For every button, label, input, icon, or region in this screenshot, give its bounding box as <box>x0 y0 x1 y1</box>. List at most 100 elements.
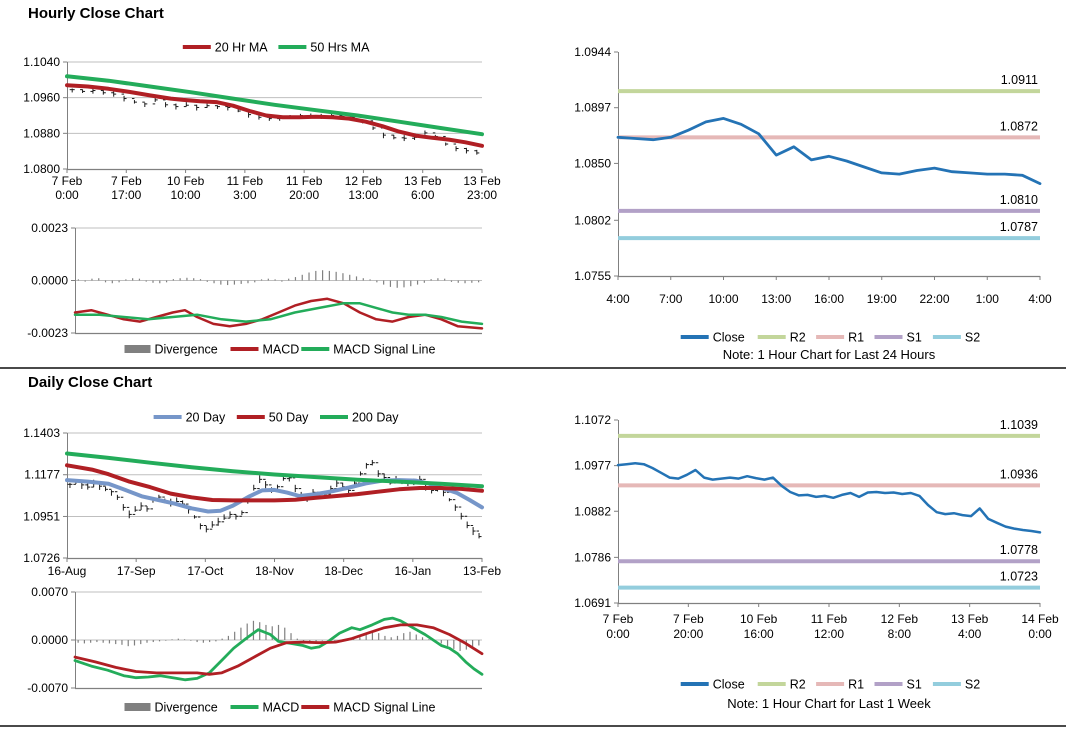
x-tick-label: 12 Feb <box>345 174 383 188</box>
y-tick-label: 1.0880 <box>23 126 60 140</box>
legend-label: R2 <box>790 678 806 692</box>
x-tick-label: 10:00 <box>708 292 738 306</box>
s1-series: 1.0778 <box>618 543 1040 564</box>
r2-value-label: 1.1039 <box>1000 418 1038 432</box>
20-day-series <box>65 478 484 514</box>
y-tick-label: 1.0726 <box>23 551 60 565</box>
y-tick-label: 1.1072 <box>574 413 611 427</box>
x-tick-label: 16-Aug <box>48 564 87 578</box>
x-tick-label: 13:00 <box>761 292 791 306</box>
close-series <box>616 461 1042 534</box>
legend-item-close: Close <box>680 678 745 692</box>
weekly_pivot-legend: Close R2 R1 S1 S2 <box>680 678 980 692</box>
x-tick-label: 14 Feb <box>1021 612 1059 626</box>
legend-label: R1 <box>848 331 864 345</box>
y-tick-label: 1.0691 <box>574 596 611 610</box>
hourly_pivot-x-axis: 4:00 7:00 10:00 13:00 16:00 19:00 22:00 1:00 4:0… <box>606 276 1052 306</box>
legend-item-macd: MACD <box>230 701 299 715</box>
legend-label: 20 Day <box>186 411 226 425</box>
50-hrs-ma-series <box>65 74 484 137</box>
y-tick-label: 1.0960 <box>23 91 60 105</box>
x-tick-label: 18-Dec <box>324 564 363 578</box>
legend-label: Close <box>713 678 745 692</box>
daily-macd-chart: 0.0070 0.0000 -0.0070 Divergence MACD MACD Si… <box>27 585 484 715</box>
divergence-series <box>77 270 480 288</box>
hourly_pivot-y-axis: 1.0944 1.0897 1.0850 1.0802 1.0755 <box>574 45 1040 283</box>
x-tick-label: 0:00 <box>606 627 630 641</box>
hourly_price-y-axis: 1.1040 1.0960 1.0880 1.0800 <box>23 55 482 176</box>
x-tick-label: 17:00 <box>111 188 141 202</box>
daily-section-title: Daily Close Chart <box>28 374 153 391</box>
y-tick-label: -0.0070 <box>27 681 68 695</box>
legend-label: MACD Signal Line <box>333 343 435 357</box>
y-tick-label: 1.0882 <box>574 504 611 518</box>
x-tick-label: 12 Feb <box>881 612 919 626</box>
x-tick-label: 4:00 <box>606 292 630 306</box>
y-tick-label: 1.0944 <box>574 45 611 59</box>
x-tick-label: 19:00 <box>867 292 897 306</box>
x-tick-label: 7:00 <box>659 292 683 306</box>
legend-item-s2: S2 <box>932 331 980 345</box>
bottom-rule <box>0 725 1066 727</box>
hourly_macd-y-axis: 0.0023 0.0000 -0.0023 <box>27 221 482 340</box>
legend-item-divergence: Divergence <box>124 343 218 357</box>
y-tick-label: 1.0802 <box>574 213 611 227</box>
r2-series: 1.1039 <box>618 418 1040 438</box>
legend-item-200-day: 200 Day <box>320 411 399 425</box>
x-tick-label: 10:00 <box>171 188 201 202</box>
legend-item-s1: S1 <box>874 678 922 692</box>
y-tick-label: 1.0951 <box>23 509 60 523</box>
s2-value-label: 1.0723 <box>1000 570 1038 584</box>
x-tick-label: 23:00 <box>467 188 497 202</box>
x-tick-label: 13-Feb <box>463 564 501 578</box>
x-tick-label: 10 Feb <box>740 612 778 626</box>
r1-series: 1.0936 <box>618 467 1040 488</box>
x-tick-label: 20:00 <box>673 627 703 641</box>
legend-item-divergence: Divergence <box>124 701 218 715</box>
x-tick-label: 7 Feb <box>111 174 142 188</box>
y-tick-label: 1.1403 <box>23 426 60 440</box>
x-tick-label: 20:00 <box>289 188 319 202</box>
x-tick-label: 16:00 <box>814 292 844 306</box>
20-hr-ma-series <box>65 83 484 148</box>
x-tick-label: 11 Feb <box>227 174 264 188</box>
legend-label: S2 <box>965 678 980 692</box>
legend-item-macd-signal-line: MACD Signal Line <box>301 343 435 357</box>
x-tick-label: 11 Feb <box>811 612 848 626</box>
macd-signal-line-series <box>73 623 484 676</box>
legend-item-r2: R2 <box>757 678 806 692</box>
y-tick-label: 1.1177 <box>24 468 60 482</box>
legend-item-s2: S2 <box>932 678 980 692</box>
legend-item-50-hrs-ma: 50 Hrs MA <box>278 41 370 55</box>
x-tick-label: 4:00 <box>958 627 982 641</box>
r2-series: 1.0911 <box>618 73 1040 94</box>
x-tick-label: 13 Feb <box>951 612 989 626</box>
legend-item-20-hr-ma: 20 Hr MA <box>182 41 268 55</box>
x-tick-label: 10 Feb <box>167 174 205 188</box>
x-tick-label: 16-Jan <box>394 564 431 578</box>
x-tick-label: 18-Nov <box>255 564 294 578</box>
hourly-pivot-chart: 1.0944 1.0897 1.0850 1.0802 1.0755 4:00 7:00 10… <box>574 45 1052 362</box>
close-series <box>616 117 1042 186</box>
legend-label: MACD <box>263 343 300 357</box>
macd-series <box>73 297 484 330</box>
r1-series: 1.0872 <box>618 119 1040 140</box>
legend-label: Close <box>713 331 745 345</box>
x-tick-label: 17-Oct <box>187 564 224 578</box>
hourly_pivot-legend: Close R2 R1 S1 S2 <box>680 331 980 345</box>
y-tick-label: 1.0786 <box>574 550 611 564</box>
y-tick-label: 0.0000 <box>31 274 68 288</box>
x-tick-label: 7 Feb <box>673 612 704 626</box>
x-tick-label: 13:00 <box>348 188 378 202</box>
x-tick-label: 12:00 <box>814 627 844 641</box>
hourly_pivot-note: Note: 1 Hour Chart for Last 24 Hours <box>723 347 936 362</box>
x-tick-label: 6:00 <box>411 188 435 202</box>
legend-label: Divergence <box>155 343 218 357</box>
r2-value-label: 1.0911 <box>1001 73 1038 87</box>
legend-label: R1 <box>848 678 864 692</box>
y-tick-label: -0.0023 <box>27 326 68 340</box>
daily_macd-y-axis: 0.0070 0.0000 -0.0070 <box>27 585 482 695</box>
legend-label: 200 Day <box>352 411 399 425</box>
